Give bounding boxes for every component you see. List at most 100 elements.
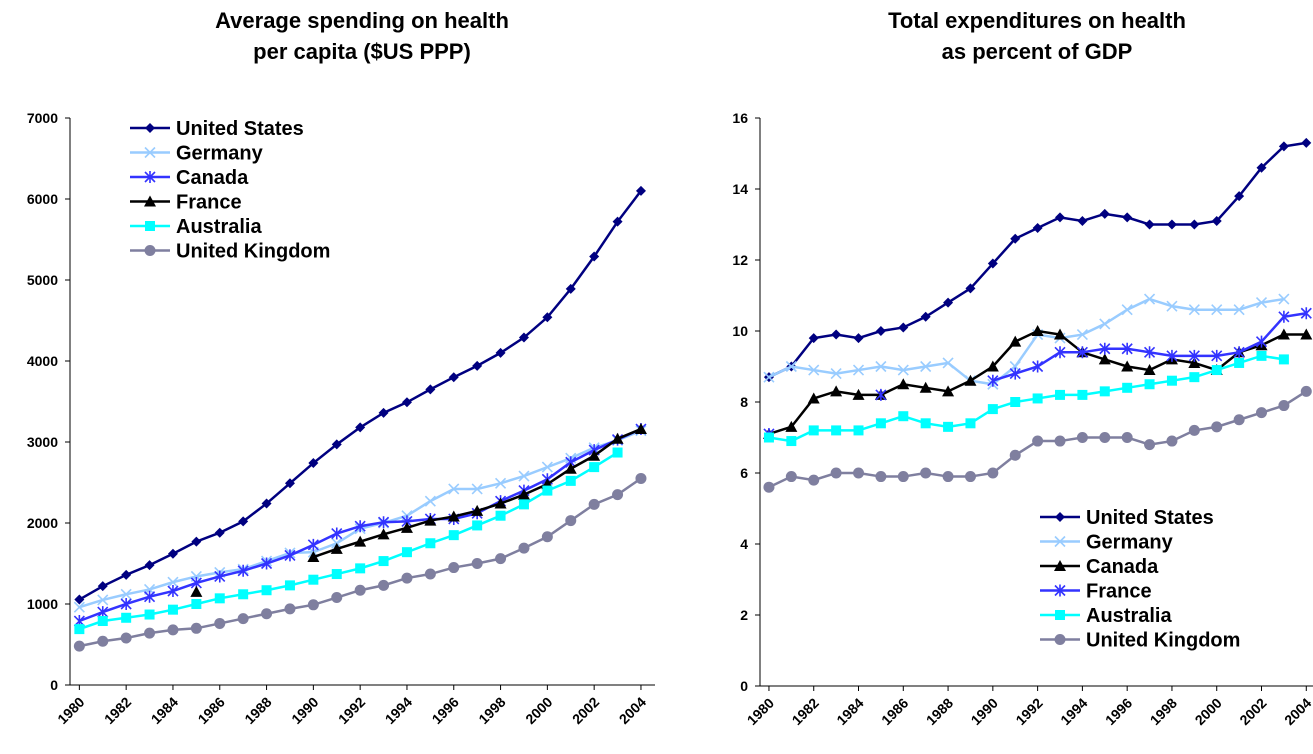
marker	[518, 499, 529, 510]
marker	[1234, 191, 1245, 202]
marker	[542, 485, 553, 496]
marker	[495, 510, 506, 521]
marker	[120, 632, 132, 644]
marker	[472, 360, 483, 371]
y-tick-label: 8	[740, 394, 748, 410]
marker	[424, 495, 436, 507]
legend-label: United States	[1086, 507, 1214, 529]
marker	[448, 562, 460, 574]
marker	[144, 560, 155, 571]
marker	[1032, 360, 1044, 373]
marker	[875, 471, 887, 483]
marker	[987, 467, 999, 479]
marker	[1166, 435, 1178, 447]
x-tick-label: 1990	[968, 695, 1001, 728]
x-tick-label: 1986	[195, 694, 228, 727]
marker	[330, 542, 343, 554]
y-tick-label: 7000	[27, 110, 58, 126]
marker	[965, 283, 976, 294]
marker	[190, 585, 203, 597]
marker	[1300, 385, 1312, 397]
marker	[920, 360, 932, 373]
marker	[191, 599, 202, 609]
marker	[1099, 432, 1111, 443]
marker	[74, 594, 85, 605]
marker	[284, 580, 295, 591]
marker	[875, 388, 887, 401]
x-tick-label: 2002	[569, 694, 602, 727]
marker	[1188, 304, 1200, 316]
marker	[214, 570, 226, 583]
legend-label: United Kingdom	[1086, 630, 1240, 652]
marker	[943, 297, 954, 308]
marker	[97, 616, 108, 627]
x-tick-label: 1994	[1057, 695, 1090, 728]
marker	[425, 384, 436, 395]
marker	[494, 497, 507, 509]
y-tick-label: 6	[740, 465, 748, 481]
legend-label: France	[1086, 581, 1152, 603]
marker	[97, 581, 108, 592]
marker	[808, 425, 819, 436]
marker	[1077, 215, 1088, 226]
marker	[1076, 432, 1088, 443]
chart-title: Average spending on health	[215, 8, 509, 33]
marker	[214, 527, 225, 538]
marker	[1054, 560, 1066, 571]
marker	[331, 527, 343, 540]
marker	[1143, 364, 1156, 376]
x-tick-label: 2002	[1236, 695, 1269, 728]
marker	[448, 483, 460, 495]
marker	[942, 385, 955, 397]
marker	[541, 461, 553, 473]
y-tick-label: 16	[732, 110, 748, 126]
marker	[1144, 379, 1155, 390]
marker	[307, 551, 320, 563]
marker	[517, 488, 530, 500]
marker	[1010, 397, 1021, 407]
marker	[167, 604, 178, 615]
marker	[495, 553, 507, 565]
legend-label: United Kingdom	[176, 241, 330, 263]
marker	[261, 498, 272, 509]
marker	[898, 411, 909, 422]
x-tick-label: 1994	[382, 694, 415, 727]
marker	[144, 171, 156, 183]
marker	[1256, 162, 1267, 173]
marker	[238, 516, 249, 527]
marker	[807, 392, 820, 404]
marker	[1301, 137, 1312, 148]
marker	[965, 418, 976, 429]
marker	[307, 538, 319, 551]
legend-label: United States	[176, 118, 304, 140]
marker	[378, 579, 390, 591]
marker	[763, 432, 774, 443]
marker	[74, 624, 85, 635]
marker	[986, 360, 999, 372]
marker	[542, 312, 553, 323]
series-line	[768, 141, 1307, 379]
marker	[831, 425, 842, 436]
marker	[73, 640, 85, 652]
marker	[1166, 349, 1178, 362]
marker	[1054, 584, 1066, 597]
marker	[448, 372, 459, 383]
marker	[1099, 342, 1111, 355]
marker	[191, 536, 202, 547]
marker	[1009, 335, 1022, 347]
x-tick-label: 1984	[833, 695, 866, 728]
marker	[284, 478, 295, 489]
marker	[964, 471, 976, 483]
marker	[1009, 367, 1021, 380]
marker	[494, 477, 507, 489]
marker	[541, 531, 553, 543]
marker	[143, 590, 156, 603]
marker	[987, 374, 999, 387]
marker	[1300, 307, 1312, 320]
marker	[495, 347, 506, 358]
marker	[354, 535, 367, 547]
marker	[284, 549, 296, 562]
marker	[808, 333, 819, 344]
marker	[378, 407, 389, 418]
